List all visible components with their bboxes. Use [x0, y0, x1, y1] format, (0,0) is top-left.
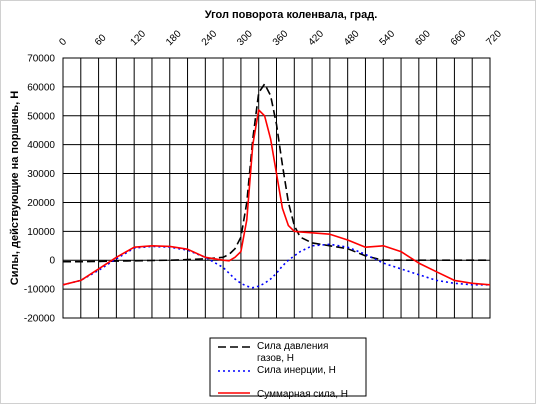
y-tick-label: 40000	[27, 140, 55, 151]
legend-label-1: Сила давления газов, Н	[257, 341, 328, 364]
legend-label-2: Сила инерции, Н	[257, 365, 336, 376]
legend-label-line: газов, Н	[257, 353, 294, 364]
y-tick-label: 50000	[27, 111, 55, 122]
y-tick-label: 20000	[27, 198, 55, 209]
y-tick-label: 30000	[27, 169, 55, 180]
y-tick-label: 70000	[27, 54, 55, 65]
y-tick-label: 60000	[27, 82, 55, 93]
chart-title: Угол поворота коленвала, град.	[205, 9, 378, 21]
plot-area: 0 60 120 180 240 300 360 420 480 540 600 660 7207000…	[9, 28, 504, 324]
legend-label-line: Сила давления	[257, 341, 328, 352]
y-tick-label: 0	[49, 256, 55, 267]
series-line-3	[62, 109, 491, 286]
legend-label-3: Суммарная сила, Н	[257, 389, 348, 400]
y-tick-label: -10000	[24, 285, 56, 296]
y-tick-label: -20000	[24, 314, 56, 325]
y-tick-label: 10000	[27, 227, 55, 238]
y-axis-label: Силы, действующие на поршень, Н	[9, 91, 21, 285]
series-line-1	[63, 83, 490, 263]
